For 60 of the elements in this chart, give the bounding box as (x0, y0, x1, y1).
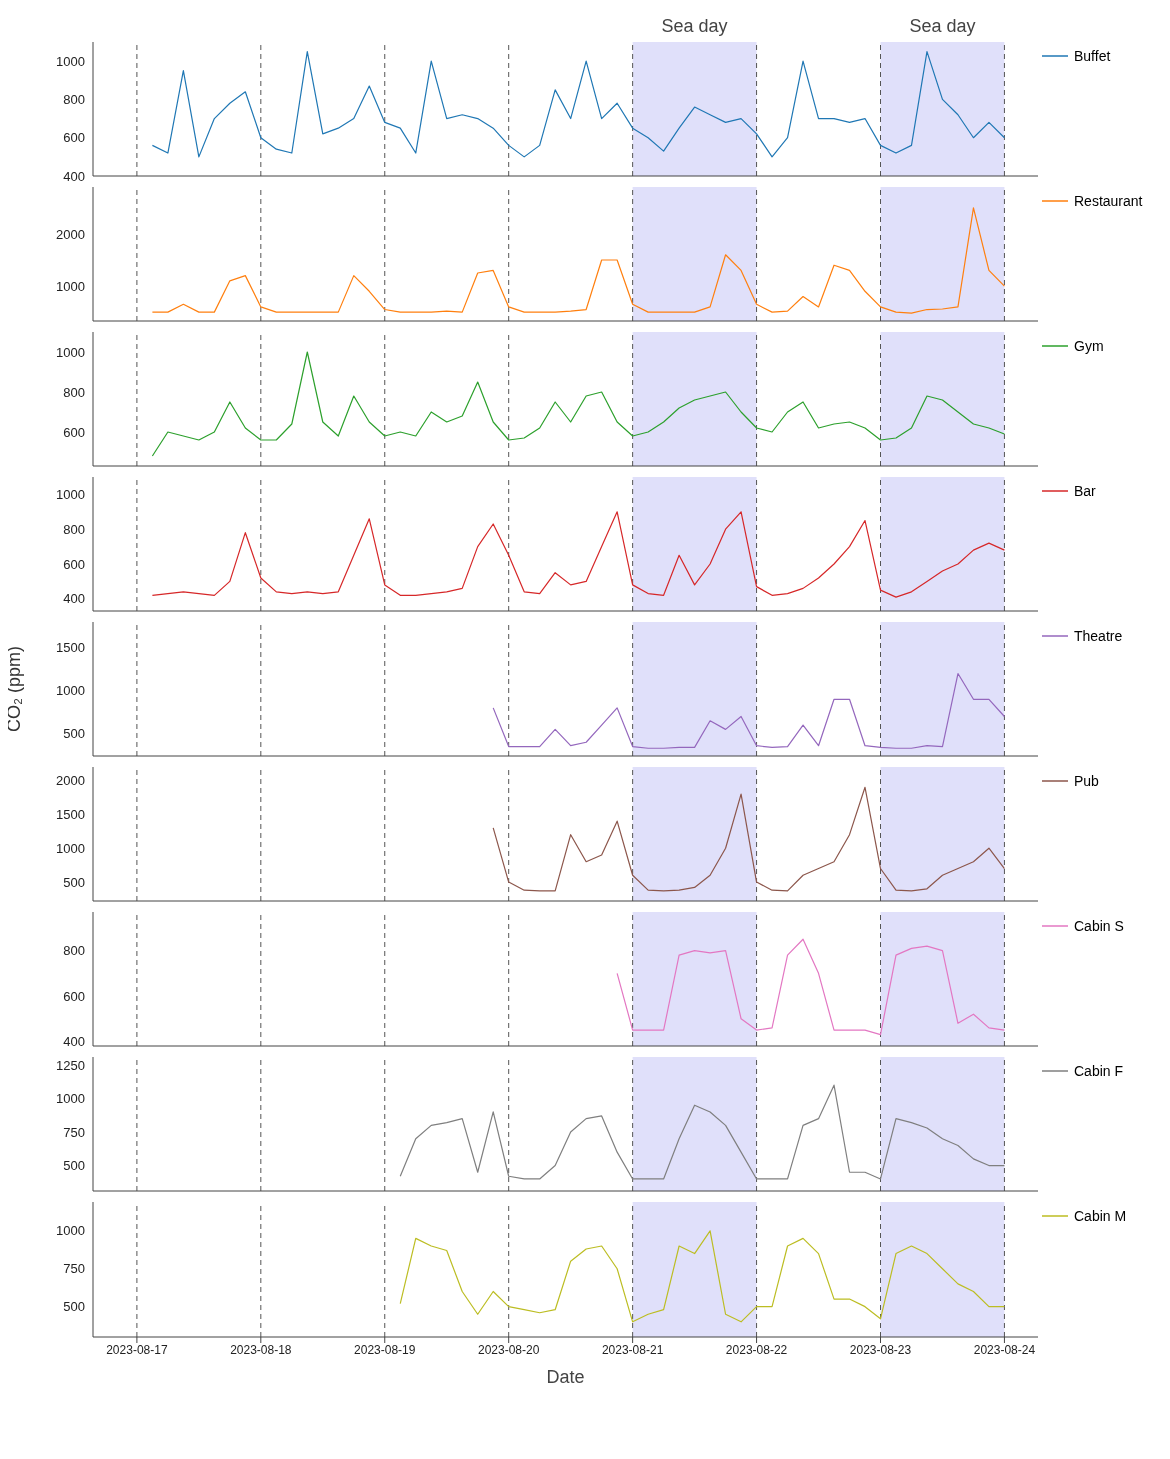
y-tick-label: 750 (63, 1261, 85, 1277)
y-tick-label: 1000 (56, 840, 85, 856)
y-tick-label: 600 (63, 556, 85, 572)
band-label: Sea day (661, 16, 728, 36)
line-series (151, 50, 1006, 158)
y-tick-label: 800 (63, 384, 85, 400)
x-tick-label: 2023-08-19 (354, 1342, 416, 1357)
y-tick-label: 400 (63, 168, 85, 184)
x-tick-label: 2023-08-17 (106, 1342, 168, 1357)
y-tick-label: 1000 (56, 53, 85, 69)
y-tick-label: 800 (63, 943, 85, 959)
band-label: Sea day (909, 16, 976, 36)
line-series (399, 1230, 1006, 1323)
y-tick-label: 2000 (56, 773, 85, 789)
legend-label: Gym (1074, 338, 1104, 354)
y-tick-label: 400 (63, 1034, 85, 1050)
line-series (399, 1084, 1006, 1180)
y-tick-label: 800 (63, 521, 85, 537)
y-tick-label: 750 (63, 1124, 85, 1140)
y-tick-label: 1500 (56, 806, 85, 822)
y-tick-label: 600 (63, 424, 85, 440)
legend-label: Theatre (1074, 628, 1123, 644)
y-tick-label: 600 (63, 130, 85, 146)
line-series (492, 786, 1006, 892)
y-tick-label: 500 (63, 874, 85, 890)
legend-label: Pub (1074, 773, 1099, 789)
legend-label: Bar (1074, 483, 1096, 499)
y-tick-label: 1000 (56, 278, 85, 294)
x-tick-label: 2023-08-22 (725, 1342, 788, 1357)
legend-label: Cabin M (1074, 1208, 1127, 1224)
y-tick-label: 1500 (56, 640, 85, 656)
y-tick-label: 1000 (56, 344, 85, 360)
line-series (151, 207, 1006, 314)
y-tick-label: 800 (63, 92, 85, 108)
y-tick-label: 1000 (56, 487, 85, 503)
legend-label: Cabin F (1074, 1063, 1124, 1079)
x-tick-label: 2023-08-20 (478, 1342, 540, 1357)
line-series (151, 351, 1006, 457)
y-tick-label: 500 (63, 726, 85, 742)
line-series (492, 672, 1006, 749)
legend-label: Buffet (1074, 48, 1111, 64)
x-tick-label: 2023-08-18 (230, 1342, 292, 1357)
y-axis-title: CO₂ (ppm) (4, 646, 25, 732)
y-tick-label: 1250 (56, 1057, 85, 1073)
y-tick-label: 2000 (56, 226, 85, 242)
x-tick-label: 2023-08-24 (973, 1342, 1036, 1357)
legend-label: Restaurant (1074, 193, 1143, 209)
y-tick-label: 600 (63, 988, 85, 1004)
x-tick-label: 2023-08-23 (849, 1342, 912, 1357)
y-tick-label: 1000 (56, 1223, 85, 1239)
x-tick-label: 2023-08-21 (601, 1342, 664, 1357)
x-axis-title: Date (546, 1367, 585, 1387)
y-tick-label: 500 (63, 1158, 85, 1174)
y-tick-label: 1000 (56, 683, 85, 699)
legend-label: Cabin S (1074, 918, 1124, 934)
y-tick-label: 400 (63, 591, 85, 607)
line-series (151, 511, 1006, 598)
y-tick-label: 500 (63, 1299, 85, 1315)
line-series (616, 938, 1006, 1036)
y-tick-label: 1000 (56, 1091, 85, 1107)
